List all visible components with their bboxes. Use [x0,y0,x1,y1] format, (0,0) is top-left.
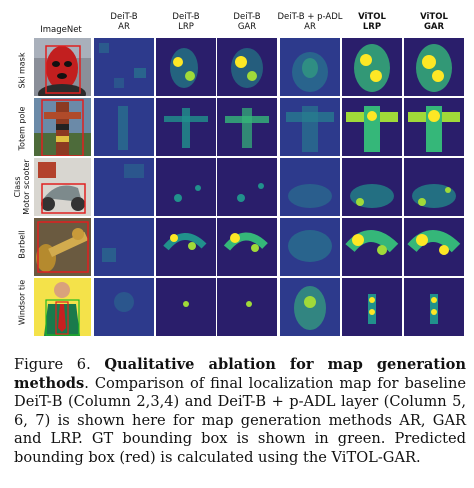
map-vitol-lrp-windsor-tie [342,278,402,336]
map-deit-gar-totem-pole [217,98,277,156]
imagenet-image-ski-mask [34,38,91,96]
imagenet-image-barbell [34,218,91,276]
caption-title: Qualitative ablation for map generation … [14,356,466,392]
map-deit-gar-ski-mask [217,38,277,96]
map-deit-gar-barbell [217,218,277,276]
map-vitol-lrp-motor-scooter [342,158,402,216]
map-vitol-gar-totem-pole [404,98,464,156]
map-padl-ar-motor-scooter [280,158,340,216]
column-header-vitol-lrp: ViTOL LRP [358,12,386,32]
map-vitol-gar-motor-scooter [404,158,464,216]
map-deit-gar-motor-scooter [217,158,277,216]
column-header-imagenet: ImageNet [40,25,82,35]
map-vitol-gar-ski-mask [404,38,464,96]
map-deit-ar-windsor-tie [94,278,154,336]
map-deit-lrp-motor-scooter [156,158,216,216]
row-label-ski-mask: Ski mask [17,52,27,89]
column-header-deit-padl-ar: DeiT-B + p-ADL AR [277,12,343,32]
map-vitol-gar-barbell [404,218,464,276]
row-label-windsor-tie: Windsor tie [17,279,27,326]
column-header-deit-ar: DeiT-B AR [110,12,138,32]
column-header-vitol-gar: ViTOL GAR [420,12,448,32]
map-deit-ar-motor-scooter [94,158,154,216]
column-header-deit-lrp: DeiT-B LRP [172,12,200,32]
caption-figure-number: Figure 6. [14,356,91,373]
map-deit-lrp-windsor-tie [156,278,216,336]
map-padl-ar-ski-mask [280,38,340,96]
caption-body: . Comparison of final localization map f… [14,374,466,466]
imagenet-image-totem-pole [34,98,91,156]
map-padl-ar-windsor-tie [280,278,340,336]
imagenet-image-windsor-tie [34,278,91,336]
column-header-deit-gar: DeiT-B GAR [233,12,261,32]
map-deit-gar-windsor-tie [217,278,277,336]
map-deit-lrp-barbell [156,218,216,276]
row-label-motor-scooter: Class Motor scooter [13,159,31,215]
figure-caption: Figure 6. Qualitative ablation for map g… [14,356,466,468]
map-vitol-gar-windsor-tie [404,278,464,336]
row-label-totem-pole: Totem pole [17,106,27,151]
map-deit-ar-ski-mask [94,38,154,96]
imagenet-image-motor-scooter [34,158,91,216]
map-vitol-lrp-totem-pole [342,98,402,156]
map-vitol-lrp-ski-mask [342,38,402,96]
map-vitol-lrp-barbell [342,218,402,276]
map-deit-ar-totem-pole [94,98,154,156]
row-label-barbell: Barbell [17,230,27,259]
map-padl-ar-barbell [280,218,340,276]
map-deit-lrp-ski-mask [156,38,216,96]
figure-6: ImageNet DeiT-B AR DeiT-B LRP DeiT-B GAR… [13,12,464,336]
map-padl-ar-totem-pole [280,98,340,156]
map-deit-ar-barbell [94,218,154,276]
map-deit-lrp-totem-pole [156,98,216,156]
